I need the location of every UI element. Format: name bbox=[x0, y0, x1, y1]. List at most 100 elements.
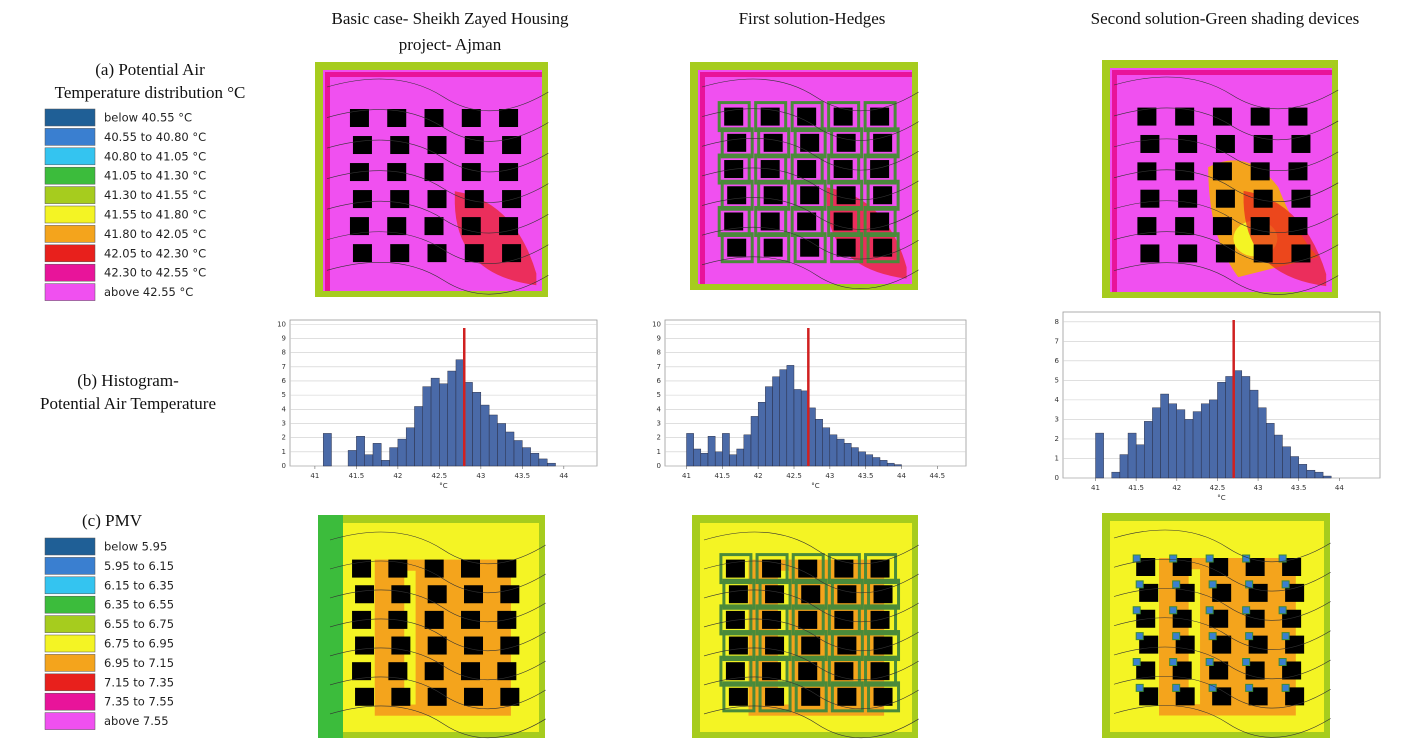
histogram-bar bbox=[389, 447, 399, 467]
y-tick-label: 3 bbox=[282, 419, 286, 427]
building bbox=[1253, 189, 1273, 208]
building bbox=[1212, 217, 1232, 236]
histogram-bar bbox=[686, 433, 694, 467]
histogram-bar bbox=[1144, 421, 1153, 479]
flow-line bbox=[703, 647, 919, 681]
hedge bbox=[830, 630, 864, 662]
building bbox=[497, 662, 517, 681]
building bbox=[870, 107, 890, 126]
building bbox=[391, 687, 411, 706]
flow-line bbox=[329, 647, 546, 681]
hedge bbox=[791, 604, 825, 636]
y-tick-label: 5 bbox=[1055, 376, 1059, 384]
hedge bbox=[791, 655, 825, 687]
legend-swatch bbox=[44, 557, 96, 575]
building bbox=[427, 136, 447, 155]
hedge bbox=[827, 153, 861, 185]
hedge bbox=[791, 553, 825, 585]
x-axis-label: °C bbox=[439, 482, 448, 490]
legend-swatch bbox=[44, 615, 96, 633]
building bbox=[355, 687, 375, 706]
histogram-bar bbox=[1168, 403, 1177, 479]
hedge bbox=[867, 630, 901, 662]
building bbox=[387, 217, 407, 236]
x-axis-label: °C bbox=[811, 482, 820, 490]
building bbox=[1285, 635, 1305, 654]
histogram-bar bbox=[1111, 471, 1121, 479]
building bbox=[728, 636, 748, 655]
building bbox=[1288, 217, 1308, 236]
y-tick-label: 0 bbox=[282, 462, 286, 470]
building bbox=[1140, 189, 1160, 208]
building bbox=[798, 559, 818, 578]
histogram-bar bbox=[779, 369, 788, 467]
x-tick-label: 41.5 bbox=[349, 472, 365, 480]
building bbox=[727, 133, 747, 152]
histogram-bar bbox=[505, 431, 515, 467]
x-tick-label: 44.5 bbox=[930, 472, 946, 480]
building bbox=[1212, 583, 1232, 602]
legend-swatch bbox=[44, 205, 96, 224]
building bbox=[1175, 687, 1195, 706]
map-edge bbox=[325, 72, 542, 77]
building bbox=[801, 585, 821, 604]
building bbox=[762, 662, 782, 681]
legend-label: 42.30 to 42.55 °C bbox=[104, 266, 206, 280]
histogram-bar bbox=[356, 436, 365, 467]
building bbox=[1250, 107, 1270, 126]
flow-line bbox=[326, 170, 549, 203]
building bbox=[352, 559, 372, 578]
histogram-bar bbox=[1152, 407, 1161, 479]
hedge bbox=[790, 205, 824, 237]
hedge bbox=[790, 153, 824, 185]
building bbox=[800, 186, 820, 205]
building bbox=[873, 238, 893, 257]
histogram-bar bbox=[513, 440, 523, 467]
y-tick-label: 6 bbox=[657, 377, 662, 385]
hedge bbox=[794, 578, 828, 610]
hedge bbox=[758, 630, 792, 662]
map-edge bbox=[700, 72, 705, 284]
histogram-bar bbox=[1209, 399, 1218, 479]
flow-line bbox=[701, 137, 919, 171]
row-label: (b) Histogram- bbox=[77, 371, 179, 390]
hedge bbox=[827, 205, 861, 237]
shading bbox=[1132, 658, 1141, 666]
map-edge bbox=[1112, 70, 1117, 292]
building bbox=[870, 662, 890, 681]
building bbox=[834, 559, 854, 578]
histogram-bar bbox=[480, 404, 490, 467]
building bbox=[1139, 583, 1159, 602]
y-tick-label: 2 bbox=[1055, 435, 1059, 443]
legend-swatch bbox=[44, 225, 96, 243]
building bbox=[1253, 134, 1273, 153]
flow-line bbox=[1113, 262, 1339, 295]
legend-label: 6.35 to 6.55 bbox=[104, 598, 174, 612]
legend-swatch bbox=[44, 692, 96, 711]
hedge bbox=[866, 232, 900, 264]
legend-swatch bbox=[44, 283, 96, 301]
x-tick-label: 44 bbox=[897, 472, 906, 480]
building bbox=[873, 687, 893, 706]
building bbox=[390, 244, 410, 263]
histogram-bar bbox=[530, 453, 540, 467]
hedge bbox=[830, 681, 864, 713]
shading bbox=[1245, 632, 1254, 641]
hedge bbox=[722, 578, 756, 610]
building bbox=[500, 687, 520, 706]
column-title: First solution-Hedges bbox=[739, 9, 886, 28]
shading bbox=[1278, 554, 1287, 563]
building bbox=[461, 163, 481, 182]
building bbox=[427, 687, 447, 706]
building bbox=[1253, 244, 1273, 263]
building bbox=[1245, 609, 1265, 628]
flow-line bbox=[326, 78, 549, 112]
flow-line bbox=[1113, 169, 1339, 202]
x-tick-label: 42.5 bbox=[1210, 484, 1226, 492]
building bbox=[1175, 162, 1195, 181]
y-tick-label: 0 bbox=[1055, 474, 1059, 482]
histogram-bar bbox=[1184, 419, 1194, 479]
legend-swatch bbox=[44, 673, 96, 692]
building bbox=[1209, 661, 1229, 680]
histogram-bar bbox=[765, 386, 773, 467]
